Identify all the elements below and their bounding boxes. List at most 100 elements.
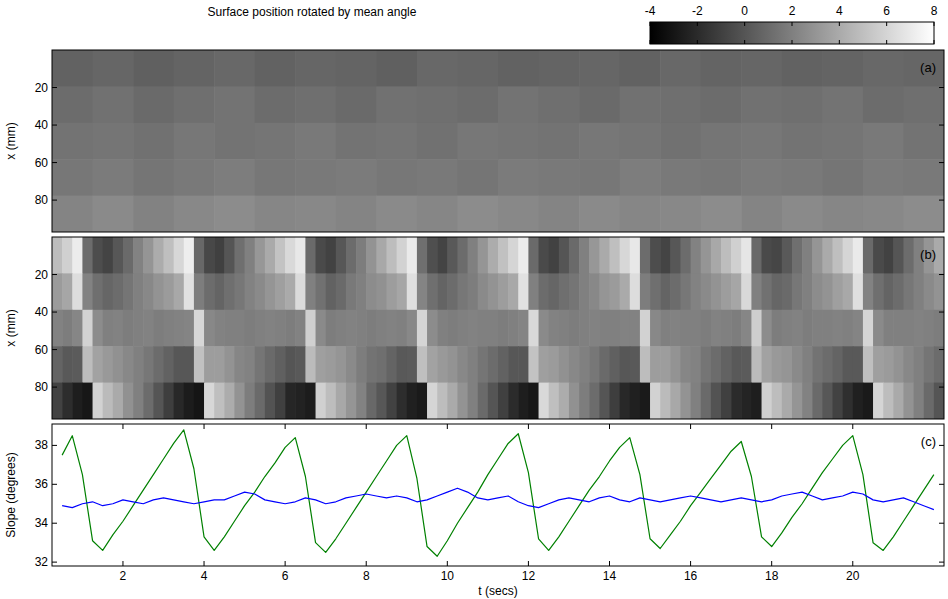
heat-cell xyxy=(670,346,681,383)
heat-cell xyxy=(174,86,215,123)
heat-cell xyxy=(174,273,185,310)
heat-cell xyxy=(305,310,316,347)
heat-cell xyxy=(863,346,874,383)
heat-cell xyxy=(731,273,742,310)
y-tick-label: 40 xyxy=(35,118,49,132)
heat-cell xyxy=(214,383,225,419)
heat-cell xyxy=(508,346,519,383)
heat-cell xyxy=(295,273,306,310)
heat-cell xyxy=(478,310,489,347)
x-tick xyxy=(285,424,286,429)
x-tick-label: 6 xyxy=(282,569,289,583)
heat-cell xyxy=(488,383,499,419)
heat-cell xyxy=(174,196,215,232)
heat-cell xyxy=(721,383,732,419)
heat-cell xyxy=(376,196,417,232)
y-tick-label: 20 xyxy=(35,81,49,95)
heat-cell xyxy=(782,237,793,274)
heat-cell xyxy=(62,273,73,310)
heat-cell xyxy=(255,237,266,274)
heat-cell xyxy=(569,273,580,310)
heat-cell xyxy=(214,237,225,274)
plot-area xyxy=(52,237,944,419)
heat-cell xyxy=(833,346,844,383)
heat-cell xyxy=(843,273,854,310)
heat-cell xyxy=(620,346,631,383)
heat-cell xyxy=(924,346,935,383)
colorbar-tick xyxy=(792,22,793,26)
heat-cell xyxy=(711,237,722,274)
plot-area xyxy=(52,50,944,232)
heat-cell xyxy=(478,346,489,383)
heat-cell xyxy=(660,383,671,419)
heat-cell xyxy=(812,346,823,383)
x-tick xyxy=(609,424,610,429)
heat-cell xyxy=(407,273,418,310)
y-tick xyxy=(52,387,57,388)
heat-cell xyxy=(701,383,712,419)
y-tick xyxy=(939,484,944,485)
heat-cell xyxy=(184,383,195,419)
heat-cell xyxy=(620,50,661,87)
heat-cell xyxy=(822,50,863,87)
heat-cell xyxy=(326,237,337,274)
heat-cell xyxy=(782,346,793,383)
y-tick-label: 80 xyxy=(35,380,49,394)
heat-cell xyxy=(518,237,529,274)
heat-cell xyxy=(295,196,336,232)
heat-cell xyxy=(356,346,367,383)
heat-cell xyxy=(569,310,580,347)
heat-cell xyxy=(579,86,620,123)
x-tick xyxy=(204,424,205,429)
heat-cell xyxy=(863,50,904,87)
heat-cell xyxy=(194,237,205,274)
heat-cell xyxy=(741,123,782,160)
heat-cell xyxy=(883,237,894,274)
heat-cell xyxy=(103,383,114,419)
heat-cell xyxy=(812,383,823,419)
heat-cell xyxy=(326,346,337,383)
heat-cell xyxy=(579,159,620,196)
panel-label: (b) xyxy=(920,247,936,262)
heat-cell xyxy=(711,273,722,310)
heat-cell xyxy=(762,273,773,310)
colorbar-tick xyxy=(839,40,840,44)
x-tick-label: 10 xyxy=(441,569,455,583)
heat-cell xyxy=(508,383,519,419)
heat-cell xyxy=(255,383,266,419)
heat-cell xyxy=(174,237,185,274)
heat-cell xyxy=(589,346,600,383)
heat-cell xyxy=(52,383,63,419)
heat-cell xyxy=(407,237,418,274)
heat-cell xyxy=(52,310,63,347)
figure: Surface position rotated by mean angle-4… xyxy=(0,0,948,599)
heat-cell xyxy=(721,237,732,274)
heat-cell xyxy=(387,383,398,419)
heat-cell xyxy=(518,383,529,419)
heat-cell xyxy=(93,346,104,383)
heat-cell xyxy=(822,273,833,310)
heat-cell xyxy=(528,310,539,347)
heat-cell xyxy=(376,159,417,196)
heat-cell xyxy=(701,123,742,160)
heat-cell xyxy=(123,237,134,274)
heat-cell xyxy=(194,310,205,347)
heat-cell xyxy=(93,159,134,196)
heat-cell xyxy=(822,159,863,196)
heat-cell xyxy=(691,346,702,383)
heat-cell xyxy=(731,310,742,347)
plot-frame xyxy=(52,237,944,419)
heat-cell xyxy=(234,346,245,383)
heat-cell xyxy=(660,159,701,196)
heat-cell xyxy=(660,123,701,160)
heat-cell xyxy=(822,123,863,160)
heat-cell xyxy=(599,346,610,383)
heat-cell xyxy=(650,237,661,274)
heat-cell xyxy=(731,383,742,419)
heat-cell xyxy=(447,310,458,347)
heat-cell xyxy=(741,159,782,196)
heat-cell xyxy=(82,273,93,310)
heat-cell xyxy=(397,383,408,419)
y-tick xyxy=(52,125,57,126)
heat-cell xyxy=(417,86,458,123)
